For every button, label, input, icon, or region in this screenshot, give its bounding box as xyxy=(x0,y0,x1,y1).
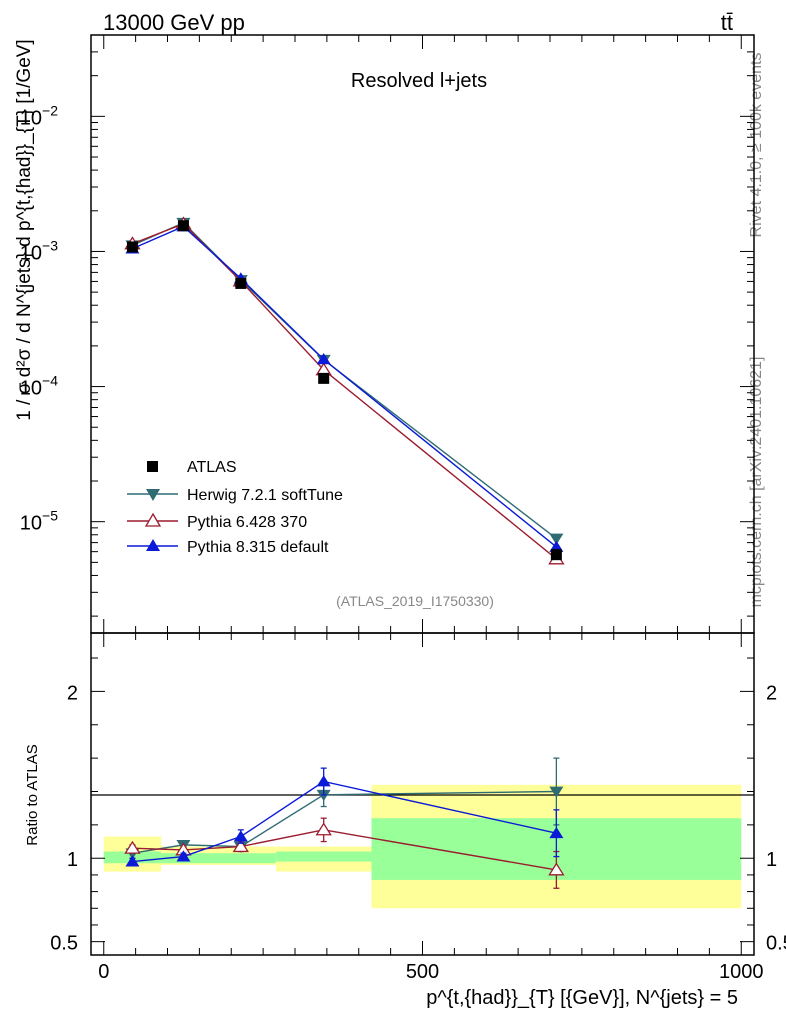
x-tick-labels: 0 500 1000 xyxy=(98,961,763,983)
series-data xyxy=(126,220,562,561)
main-y-tick-label: 10−4 xyxy=(20,373,58,400)
main-y-tick-label: 10−5 xyxy=(20,508,58,535)
x-tick-label: 500 xyxy=(406,961,439,983)
ratio-y-tick-label-left: 1 xyxy=(67,849,78,871)
ratio-marker-pythia6 xyxy=(124,840,141,854)
main-y-tick-exponent: −4 xyxy=(42,373,58,389)
ratio-series xyxy=(124,757,565,889)
energy-label: 13000 GeV pp xyxy=(103,10,245,35)
ratio-y-tick-label-right: 2 xyxy=(766,682,777,704)
legend-marker-herwig xyxy=(146,489,160,501)
main-ticks: 10−5 10−4 10−3 10−2 xyxy=(20,34,754,633)
marker-data xyxy=(177,220,189,232)
ratio-y-tick-label-left: 2 xyxy=(67,682,78,704)
legend-entry-pythia8: Pythia 8.315 default xyxy=(127,539,329,556)
legend-label-pythia8: Pythia 8.315 default xyxy=(187,539,329,556)
x-tick-label: 1000 xyxy=(719,961,764,983)
ratio-y-tick-label-left: 0.5 xyxy=(50,933,78,955)
legend-marker-atlas xyxy=(147,461,158,472)
ratio-marker-pythia6 xyxy=(548,862,565,876)
marker-data xyxy=(126,241,138,253)
band-inner xyxy=(275,851,372,862)
legend-label-pythia6: Pythia 6.428 370 xyxy=(187,514,307,531)
ratio-ticks: 0.5 0.5 1 1 2 2 xyxy=(50,633,786,955)
ratio-marker-pythia8 xyxy=(549,826,564,839)
ratio-marker-herwig xyxy=(549,786,564,798)
ratio-marker-pythia6 xyxy=(315,822,332,836)
side-rivet-label: Rivet 4.1.0, ≥ 100k events xyxy=(748,53,765,238)
legend-label-herwig: Herwig 7.2.1 softTune xyxy=(187,487,343,504)
marker-data xyxy=(318,372,330,384)
legend-entry-pythia6: Pythia 6.428 370 xyxy=(127,512,307,531)
legend-marker-pythia6 xyxy=(144,512,162,527)
ratio-marker-pythia8 xyxy=(125,855,140,867)
marker-data xyxy=(235,277,247,289)
main-y-tick-exponent: −3 xyxy=(42,237,58,253)
main-y-tick-label: 10−2 xyxy=(20,102,58,129)
ratio-marker-pythia6 xyxy=(232,839,249,853)
ratio-marker-pythia8 xyxy=(176,850,191,862)
ratio-y-tick-label-right: 0.5 xyxy=(766,933,786,955)
ratio-panel: 0.5 0.5 1 1 2 2 Ratio to ATLAS 0 500 1000 p^{t,… xyxy=(24,632,786,1009)
marker-herwig xyxy=(549,533,564,545)
ratio-marker-pythia8 xyxy=(316,775,331,787)
ratio-y-tick-label-right: 1 xyxy=(766,849,777,871)
legend: ATLAS Herwig 7.2.1 softTune Pythia 6.428… xyxy=(127,459,343,556)
series-pythia6 xyxy=(124,216,565,565)
analysis-label: (ATLAS_2019_I1750330) xyxy=(336,593,494,609)
ratio-series-pythia6 xyxy=(124,817,565,889)
band-inner xyxy=(161,853,276,864)
marker-pythia8 xyxy=(549,540,564,552)
ratio-marker-herwig xyxy=(316,789,331,802)
legend-entry-herwig: Herwig 7.2.1 softTune xyxy=(127,487,343,504)
main-y-tick-exponent: −5 xyxy=(42,508,58,524)
x-tick-label: 0 xyxy=(98,961,109,983)
line-pythia6 xyxy=(132,223,557,560)
marker-data xyxy=(550,549,562,561)
main-y-axis-label: 1 / σ d²σ / d N^{jets} d p^{t,{had}}_{T}… xyxy=(14,39,35,420)
side-mcplots-label: mcplots.cern.ch [arXiv:2401.10621] xyxy=(748,357,765,608)
ratio-marker-pythia8 xyxy=(233,830,248,842)
legend-marker-pythia8 xyxy=(146,539,160,551)
process-label: tt̄ xyxy=(721,10,733,35)
legend-label-atlas: ATLAS xyxy=(187,459,237,476)
main-y-tick-exponent: −2 xyxy=(42,102,58,118)
ratio-frame xyxy=(90,632,755,956)
main-panel: Resolved l+jets (ATLAS_2019_I1750330) 1 … xyxy=(14,34,755,634)
main-series xyxy=(124,216,565,565)
x-axis-label: p^{t,{had}}_{T} [{GeV}], N^{jets} = 5 xyxy=(426,987,738,1009)
ratio-y-axis-label: Ratio to ATLAS xyxy=(24,744,41,845)
legend-entry-atlas: ATLAS xyxy=(147,459,237,476)
main-y-tick-label: 10−3 xyxy=(20,237,58,264)
plot-title: Resolved l+jets xyxy=(351,70,487,92)
ratio-series-pythia8 xyxy=(125,767,564,867)
marker-pythia8 xyxy=(316,353,331,365)
